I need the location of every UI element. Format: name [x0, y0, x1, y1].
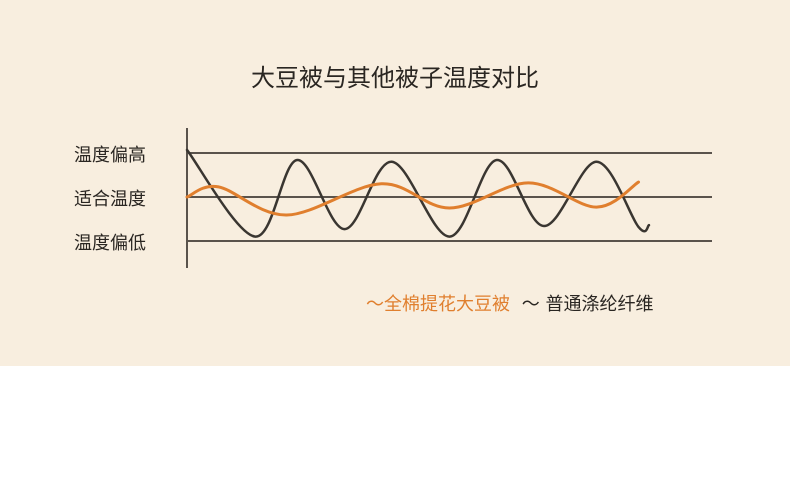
chart-title: 大豆被与其他被子温度对比 [251, 64, 539, 92]
y-tick-label-high: 温度偏高 [74, 145, 146, 166]
y-tick-label-low: 温度偏低 [74, 233, 146, 254]
y-tick-label-suitable: 适合温度 [74, 189, 146, 210]
series-line-polyester [185, 148, 651, 238]
legend: ～全棉提花大豆被 ～ 普通涤纶纤维 [366, 290, 653, 316]
legend-item-cotton: ～全棉提花大豆被 [366, 294, 510, 315]
legend-item-polyester: ～ 普通涤纶纤维 [521, 294, 654, 315]
chart-panel [0, 0, 790, 366]
series-line-cotton [185, 180, 640, 217]
